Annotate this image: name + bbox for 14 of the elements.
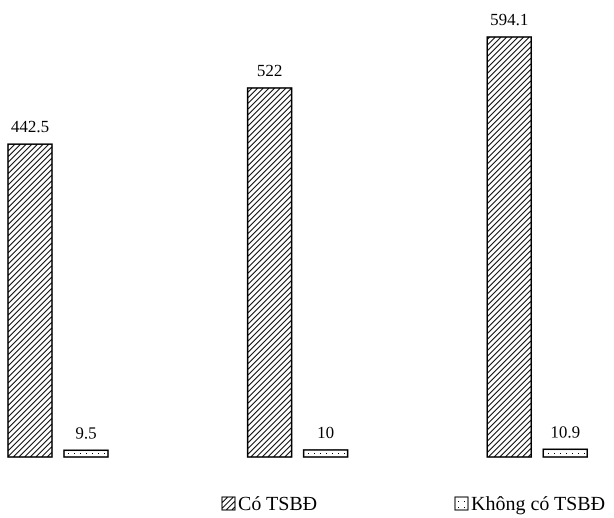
data-label: 10.9	[550, 422, 580, 442]
bar	[246, 87, 292, 458]
data-label: 10	[317, 422, 334, 442]
bar	[63, 450, 109, 458]
data-label: 442.5	[10, 117, 50, 136]
bar	[542, 448, 588, 458]
legend-label: Không có TSBĐ	[471, 493, 606, 515]
bar	[302, 449, 348, 458]
data-label: 9.5	[75, 423, 97, 442]
legend-label: Có TSBĐ	[238, 493, 318, 515]
bar	[7, 143, 53, 458]
bar	[486, 36, 532, 458]
data-label: 522	[256, 60, 282, 80]
data-label: 594.1	[490, 10, 528, 29]
